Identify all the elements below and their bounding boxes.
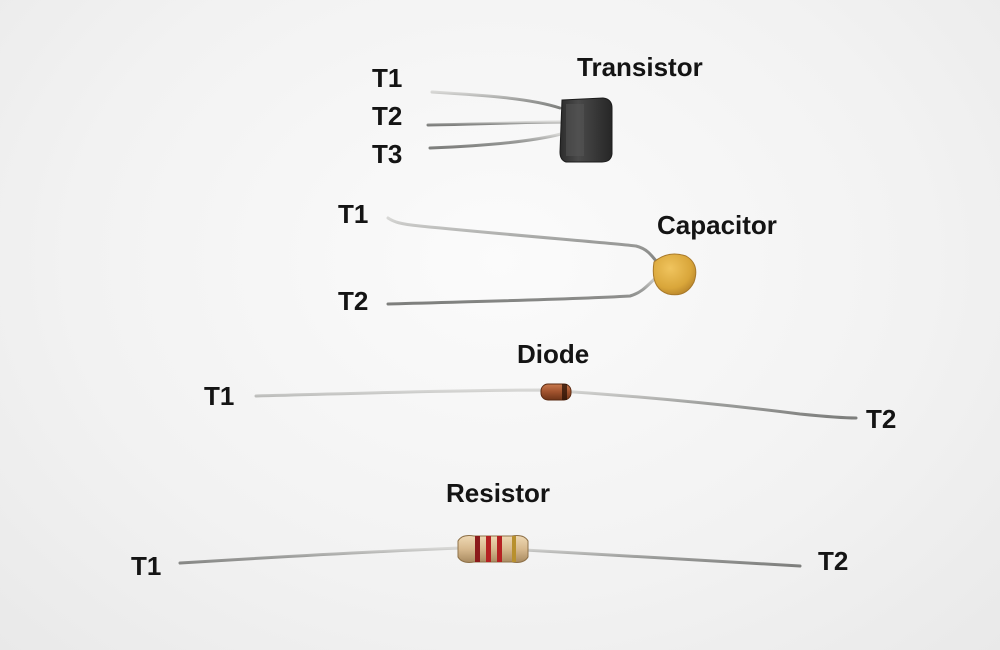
transistor-lead-t1: [430, 90, 562, 110]
resistor-terminal-t1: T1: [131, 551, 162, 581]
transistor-lead-t2: [426, 120, 564, 127]
capacitor: [386, 216, 697, 306]
resistor-label: Resistor: [446, 478, 551, 508]
capacitor-lead-t2: [386, 274, 660, 306]
diode-terminal-t1: T1: [204, 381, 235, 411]
diode-terminal-t2: T2: [866, 404, 897, 434]
resistor-terminal-t2: T2: [818, 546, 849, 576]
resistor-band-1: [475, 536, 480, 562]
transistor-terminal-t2: T2: [372, 101, 403, 131]
capacitor-terminal-t1: T1: [338, 199, 369, 229]
capacitor-terminal-t2: T2: [338, 286, 369, 316]
resistor-lead: [178, 546, 802, 568]
transistor-lead-t3: [428, 132, 563, 150]
transistor: [426, 90, 613, 163]
resistor-band-4: [512, 536, 516, 562]
diode: [254, 383, 858, 420]
capacitor-label: Capacitor: [657, 210, 777, 240]
diode-label: Diode: [517, 339, 590, 369]
transistor-label: Transistor: [577, 52, 703, 82]
transistor-face: [566, 104, 584, 156]
resistor: [178, 535, 802, 568]
transistor-leads: [426, 90, 564, 150]
capacitor-lead-t1: [386, 216, 662, 268]
diode-cathode-band: [562, 384, 567, 400]
diode-lead: [254, 388, 858, 420]
capacitor-body: [652, 253, 697, 296]
capacitor-leads: [386, 216, 662, 306]
resistor-body: [457, 535, 529, 563]
resistor-band-3: [497, 536, 502, 562]
diode-body: [540, 383, 572, 401]
resistor-band-2: [486, 536, 491, 562]
transistor-terminal-t1: T1: [372, 63, 403, 93]
transistor-terminal-t3: T3: [372, 139, 403, 169]
